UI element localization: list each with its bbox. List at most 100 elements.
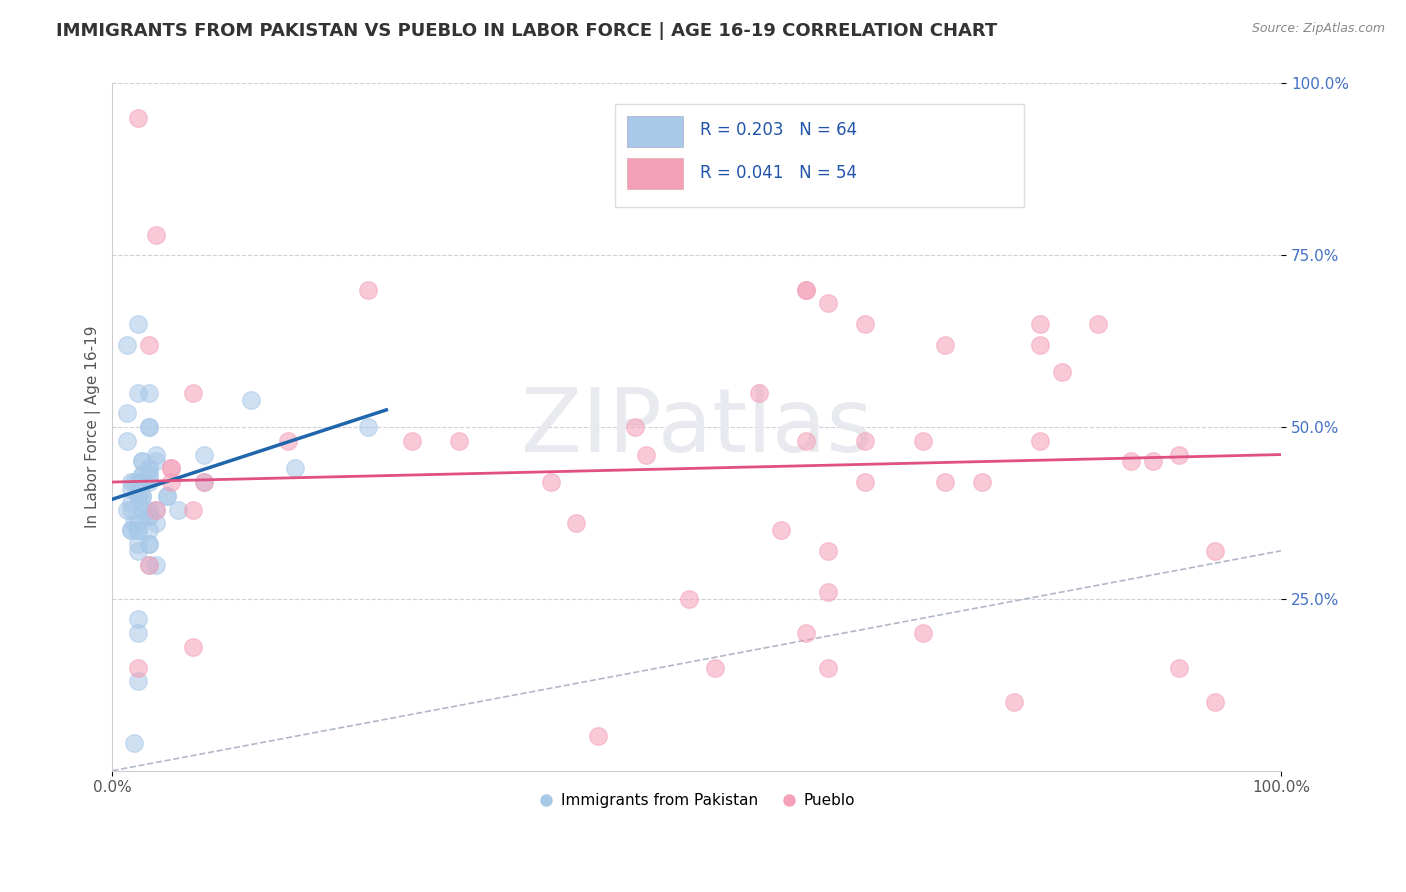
Point bbox=[115, 502, 138, 516]
Point bbox=[145, 227, 167, 242]
Point bbox=[115, 406, 138, 420]
Point bbox=[181, 385, 204, 400]
Point bbox=[138, 475, 160, 489]
Point bbox=[748, 385, 770, 400]
Text: ZIPatlas: ZIPatlas bbox=[520, 384, 873, 471]
Point bbox=[401, 434, 423, 448]
Point bbox=[970, 475, 993, 489]
Point bbox=[138, 461, 160, 475]
FancyBboxPatch shape bbox=[627, 158, 683, 188]
Point bbox=[131, 475, 153, 489]
Point bbox=[1204, 695, 1226, 709]
Point bbox=[357, 420, 380, 434]
Point bbox=[853, 434, 876, 448]
Point bbox=[565, 516, 588, 531]
Point bbox=[127, 489, 149, 503]
Point bbox=[145, 558, 167, 572]
Point bbox=[127, 111, 149, 125]
Point bbox=[127, 523, 149, 537]
Point bbox=[138, 509, 160, 524]
Point bbox=[145, 448, 167, 462]
Point bbox=[138, 558, 160, 572]
Point bbox=[131, 489, 153, 503]
Point bbox=[817, 296, 839, 310]
Point bbox=[131, 502, 153, 516]
FancyBboxPatch shape bbox=[614, 104, 1024, 207]
Point bbox=[1029, 317, 1052, 331]
Point bbox=[1142, 454, 1164, 468]
Point bbox=[181, 640, 204, 654]
Y-axis label: In Labor Force | Age 16-19: In Labor Force | Age 16-19 bbox=[86, 326, 101, 528]
Text: R = 0.203   N = 64: R = 0.203 N = 64 bbox=[700, 121, 858, 139]
Point bbox=[1004, 695, 1026, 709]
Point bbox=[124, 516, 146, 531]
Point bbox=[769, 523, 792, 537]
Point bbox=[1121, 454, 1143, 468]
Point bbox=[853, 475, 876, 489]
Point bbox=[138, 558, 160, 572]
Point bbox=[167, 502, 190, 516]
Point bbox=[1050, 365, 1073, 379]
Point bbox=[120, 502, 142, 516]
Point bbox=[794, 283, 817, 297]
Point bbox=[120, 475, 142, 489]
Point bbox=[181, 502, 204, 516]
Point bbox=[1204, 543, 1226, 558]
Point bbox=[817, 585, 839, 599]
Point bbox=[127, 543, 149, 558]
Point bbox=[912, 626, 935, 640]
Point bbox=[193, 475, 215, 489]
Point bbox=[115, 434, 138, 448]
Point bbox=[160, 475, 183, 489]
Point bbox=[138, 523, 160, 537]
Point bbox=[131, 502, 153, 516]
Point bbox=[145, 502, 167, 516]
Point bbox=[127, 489, 149, 503]
Point bbox=[124, 475, 146, 489]
Point bbox=[127, 660, 149, 674]
Text: Source: ZipAtlas.com: Source: ZipAtlas.com bbox=[1251, 22, 1385, 36]
Point bbox=[127, 612, 149, 626]
Point bbox=[156, 489, 179, 503]
Point bbox=[193, 448, 215, 462]
Point bbox=[138, 468, 160, 483]
Point bbox=[678, 591, 700, 606]
Point bbox=[193, 475, 215, 489]
Text: R = 0.041   N = 54: R = 0.041 N = 54 bbox=[700, 164, 858, 182]
Point bbox=[1029, 337, 1052, 351]
Point bbox=[127, 475, 149, 489]
Point bbox=[120, 523, 142, 537]
Point bbox=[586, 729, 609, 743]
Point bbox=[145, 516, 167, 531]
Point bbox=[120, 496, 142, 510]
Point bbox=[138, 420, 160, 434]
Point bbox=[127, 537, 149, 551]
Point bbox=[131, 454, 153, 468]
Point bbox=[794, 434, 817, 448]
Point bbox=[138, 420, 160, 434]
Point bbox=[138, 468, 160, 483]
Point bbox=[277, 434, 299, 448]
Point bbox=[124, 736, 146, 750]
Point bbox=[127, 523, 149, 537]
Point bbox=[127, 516, 149, 531]
FancyBboxPatch shape bbox=[627, 117, 683, 147]
Point bbox=[127, 626, 149, 640]
Point bbox=[138, 502, 160, 516]
Point bbox=[817, 660, 839, 674]
Point bbox=[817, 543, 839, 558]
Point bbox=[1029, 434, 1052, 448]
Point bbox=[138, 537, 160, 551]
Point bbox=[131, 468, 153, 483]
Point bbox=[934, 337, 956, 351]
Point bbox=[240, 392, 263, 407]
Point bbox=[138, 337, 160, 351]
Point bbox=[1167, 660, 1189, 674]
Legend: Immigrants from Pakistan, Pueblo: Immigrants from Pakistan, Pueblo bbox=[531, 788, 862, 814]
Point bbox=[1167, 448, 1189, 462]
Text: IMMIGRANTS FROM PAKISTAN VS PUEBLO IN LABOR FORCE | AGE 16-19 CORRELATION CHART: IMMIGRANTS FROM PAKISTAN VS PUEBLO IN LA… bbox=[56, 22, 997, 40]
Point bbox=[138, 461, 160, 475]
Point bbox=[449, 434, 471, 448]
Point bbox=[120, 523, 142, 537]
Point bbox=[131, 468, 153, 483]
